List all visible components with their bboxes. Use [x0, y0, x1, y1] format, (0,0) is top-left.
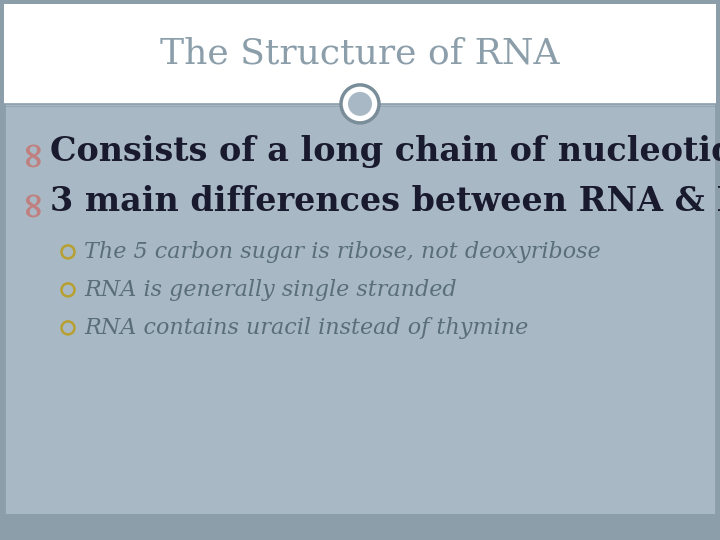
FancyBboxPatch shape: [4, 4, 716, 104]
Circle shape: [348, 92, 372, 116]
Text: Consists of a long chain of nucleotides: Consists of a long chain of nucleotides: [50, 136, 720, 168]
Text: RNA contains uracil instead of thymine: RNA contains uracil instead of thymine: [84, 317, 528, 339]
Text: The 5 carbon sugar is ribose, not deoxyribose: The 5 carbon sugar is ribose, not deoxyr…: [84, 241, 600, 263]
Text: ∞: ∞: [14, 137, 48, 167]
Circle shape: [341, 85, 379, 123]
Text: RNA is generally single stranded: RNA is generally single stranded: [84, 279, 456, 301]
Text: The Structure of RNA: The Structure of RNA: [161, 37, 559, 71]
Text: 3 main differences between RNA & DNA: 3 main differences between RNA & DNA: [50, 185, 720, 218]
FancyBboxPatch shape: [4, 515, 716, 536]
FancyBboxPatch shape: [4, 4, 716, 536]
Text: ∞: ∞: [14, 187, 48, 217]
